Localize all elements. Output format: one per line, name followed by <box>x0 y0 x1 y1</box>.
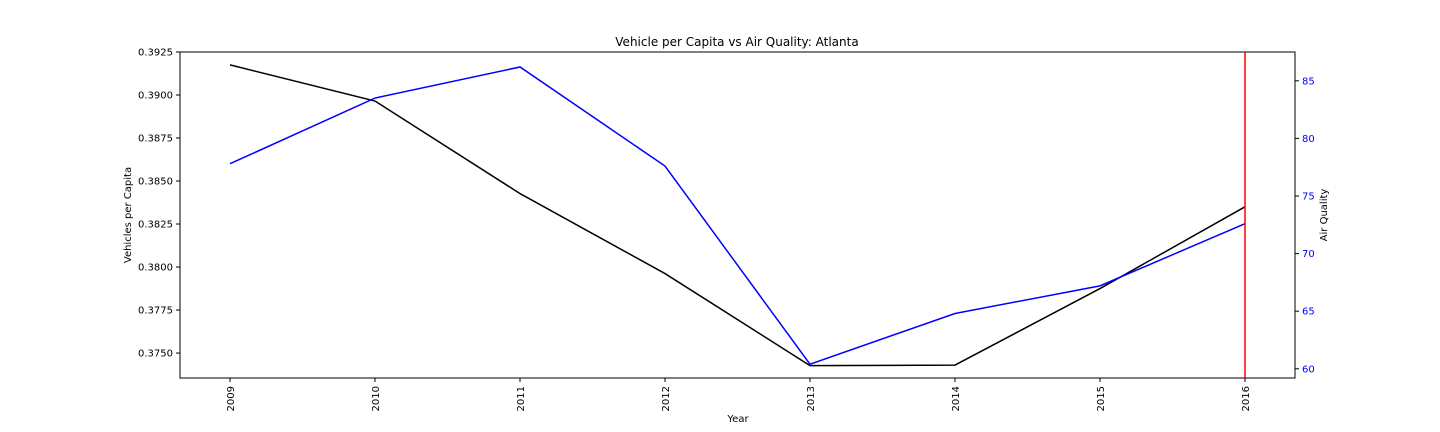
y-tick-label: 0.3800 <box>138 263 173 274</box>
x-tick-label: 2014 <box>951 386 962 411</box>
y-tick-label: 0.3750 <box>138 349 173 360</box>
y2-tick-label: 70 <box>1302 249 1315 260</box>
y2-axis-label: Air Quality <box>1319 189 1330 242</box>
x-tick-label: 2009 <box>226 386 237 411</box>
y2-tick-label: 65 <box>1302 307 1315 318</box>
x-axis-label: Year <box>726 414 749 425</box>
y2-tick-label: 80 <box>1302 134 1315 145</box>
air-quality-line <box>229 66 1246 366</box>
y-tick-label: 0.3900 <box>138 91 173 102</box>
plot-frame <box>179 51 1296 379</box>
y-tick-label: 0.3825 <box>138 220 173 231</box>
x-tick-label: 2012 <box>661 386 672 411</box>
y-tick-label: 0.3875 <box>138 134 173 145</box>
vehicles-per-capita-line <box>229 64 1246 367</box>
y-axis-label: Vehicles per Capita <box>123 167 134 263</box>
x-tick-label: 2016 <box>1241 386 1252 411</box>
x-tick-label: 2011 <box>516 386 527 411</box>
y2-tick-label: 75 <box>1302 191 1315 202</box>
y-tick-label: 0.3850 <box>138 177 173 188</box>
chart-title: Vehicle per Capita vs Air Quality: Atlan… <box>615 35 858 49</box>
y2-tick-label: 60 <box>1302 364 1315 375</box>
y-tick-label: 0.3775 <box>138 306 173 317</box>
x-tick-label: 2010 <box>371 386 382 411</box>
x-tick-label: 2015 <box>1096 386 1107 411</box>
x-tick-label: 2013 <box>806 386 817 411</box>
plot-area: 2009 2010 2011 2012 2013 2014 2015 2016 0.3750 0.… <box>138 48 1315 412</box>
y2-tick-label: 85 <box>1302 76 1315 87</box>
y-tick-label: 0.3925 <box>138 48 173 59</box>
